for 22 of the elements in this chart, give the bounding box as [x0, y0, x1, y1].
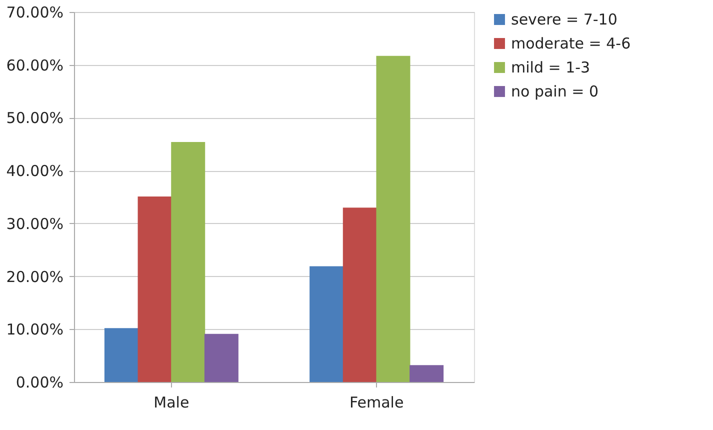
bar — [342, 208, 377, 382]
bar — [171, 142, 206, 382]
bar — [376, 56, 410, 382]
legend-label: severe = 7-10 — [511, 10, 618, 28]
x-tick-label: Male — [154, 394, 190, 412]
legend-label: mild = 1-3 — [511, 58, 590, 76]
y-tick-label: 50.00% — [6, 109, 64, 128]
bar — [104, 328, 138, 382]
y-tick-label: 60.00% — [6, 56, 64, 74]
x-tick-label: Female — [349, 394, 404, 412]
y-tick-label: 10.00% — [6, 320, 64, 339]
bar — [204, 334, 238, 382]
y-tick-label: 30.00% — [6, 214, 64, 233]
y-tick-label: 40.00% — [6, 162, 64, 180]
y-tick-label: 70.00% — [6, 4, 64, 22]
bar — [410, 365, 444, 382]
y-tick-label: 0.00% — [16, 374, 64, 392]
y-tick-label: 20.00% — [6, 268, 64, 286]
bar — [138, 196, 172, 382]
legend-label: no pain = 0 — [511, 82, 598, 100]
legend-label: moderate = 4-6 — [511, 34, 631, 52]
bar — [310, 266, 344, 382]
